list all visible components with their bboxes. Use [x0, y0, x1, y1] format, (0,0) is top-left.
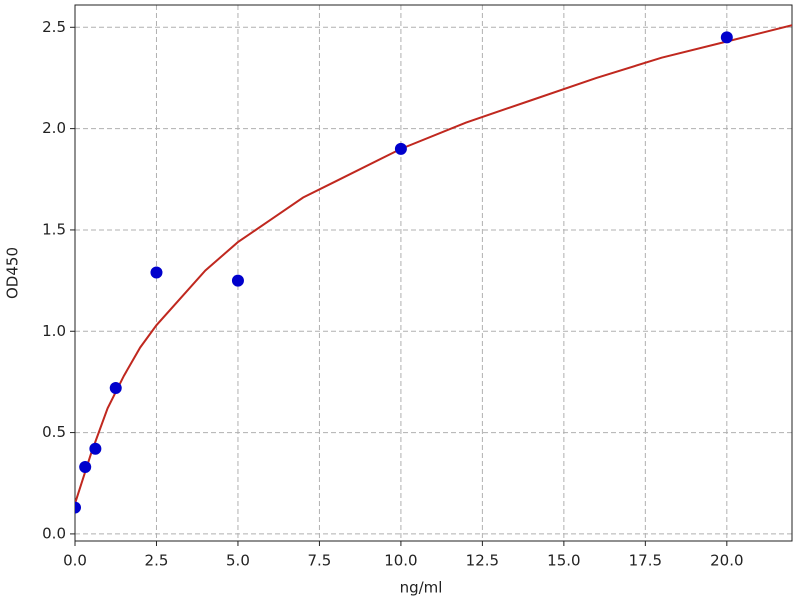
y-tick-label: 0.5 — [42, 423, 66, 441]
x-tick-label: 12.5 — [466, 552, 499, 570]
x-tick-label: 5.0 — [226, 552, 250, 570]
x-tick-label: 2.5 — [145, 552, 169, 570]
x-tick-label: 17.5 — [629, 552, 662, 570]
data-point — [720, 31, 733, 44]
data-point — [89, 442, 102, 455]
x-tick-label: 10.0 — [384, 552, 417, 570]
y-tick-label: 1.0 — [42, 322, 66, 340]
x-tick-label: 0.0 — [63, 552, 87, 570]
fit-curve — [75, 24, 792, 504]
y-tick-label: 1.5 — [42, 220, 66, 238]
data-point — [394, 142, 407, 155]
x-tick-label: 20.0 — [710, 552, 743, 570]
x-tick-label: 7.5 — [308, 552, 332, 570]
y-tick-label: 2.0 — [42, 119, 66, 137]
data-point — [79, 461, 92, 474]
y-tick-label: 0.0 — [42, 524, 66, 542]
plot-frame — [74, 4, 793, 542]
y-tick-label: 2.5 — [42, 18, 66, 36]
y-axis-label: OD450 — [4, 247, 22, 299]
x-tick-label: 15.0 — [547, 552, 580, 570]
data-point — [75, 501, 81, 514]
data-point — [109, 382, 122, 395]
x-axis-label: ng/ml — [400, 579, 443, 597]
data-point — [231, 274, 244, 287]
data-point — [150, 266, 163, 279]
